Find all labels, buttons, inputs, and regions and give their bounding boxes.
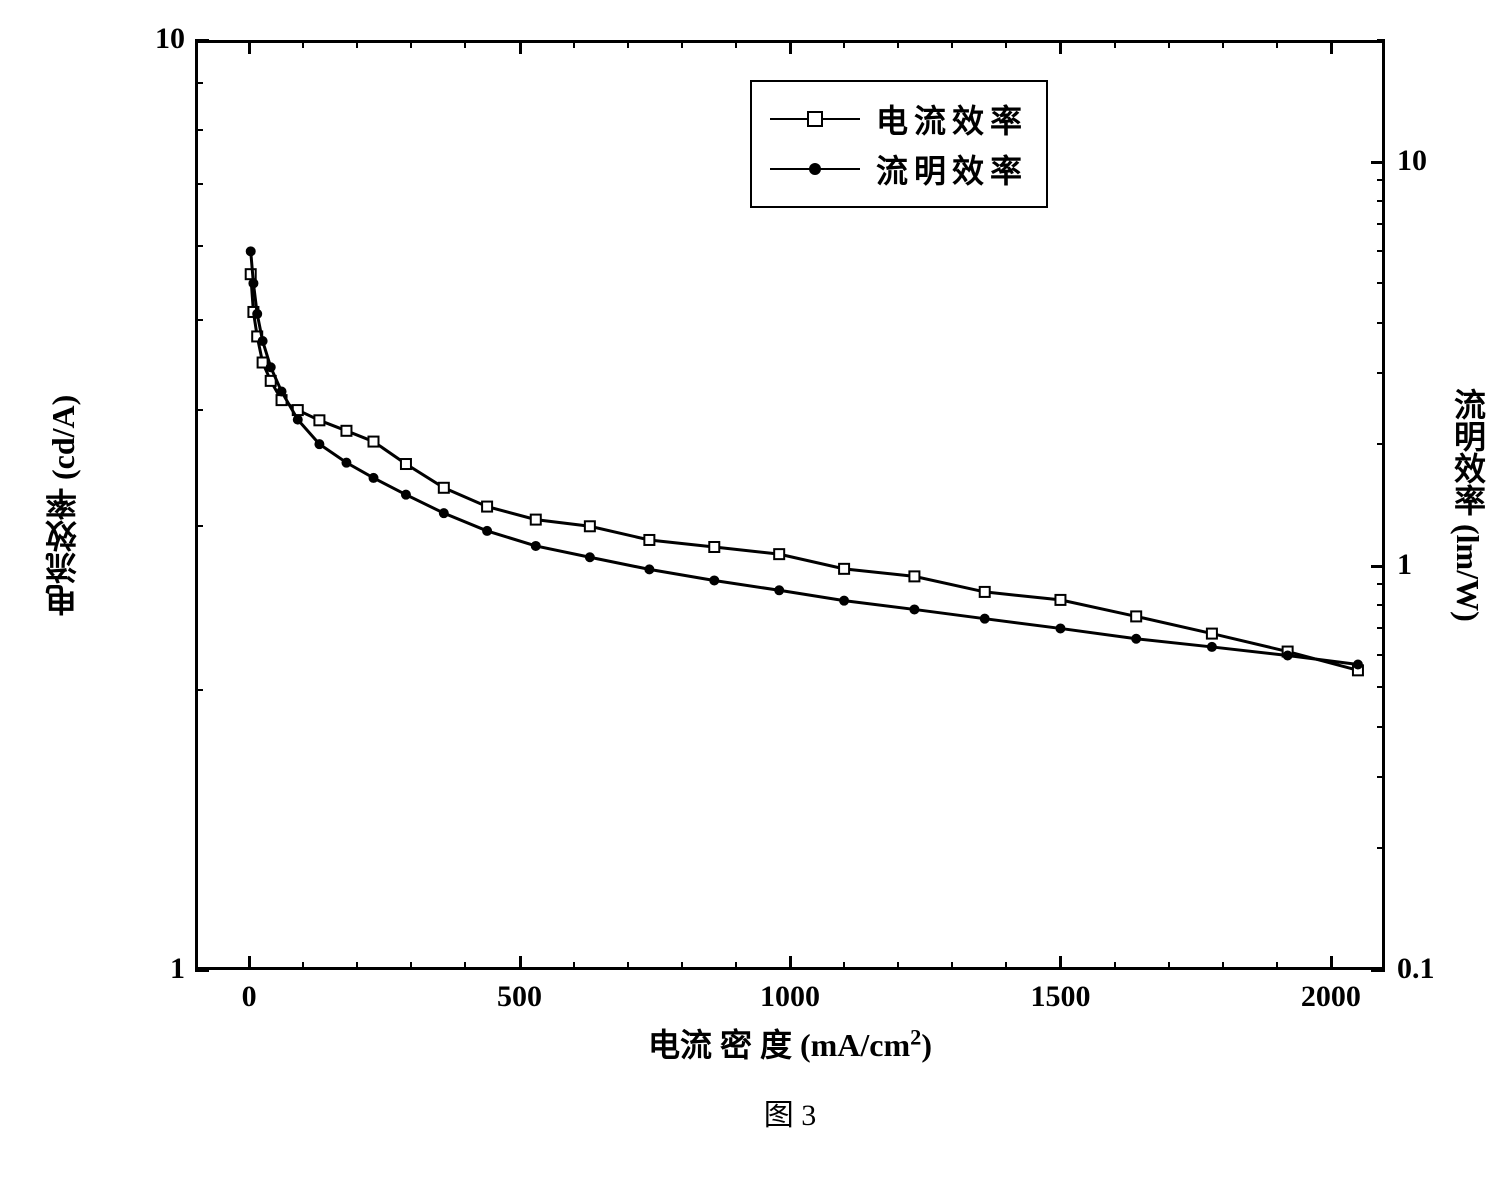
data-marker	[253, 309, 262, 318]
legend-item-current-eff: 电流效率	[770, 96, 1028, 142]
x-tick-label: 2000	[1281, 980, 1381, 1014]
data-marker	[1131, 611, 1141, 621]
data-marker	[1055, 595, 1065, 605]
series-line-流明效率	[251, 251, 1358, 664]
data-marker	[644, 535, 654, 545]
y-right-tick-label: 0.1	[1397, 952, 1467, 986]
data-marker	[585, 521, 595, 531]
data-marker	[531, 515, 541, 525]
data-marker	[266, 363, 275, 372]
data-marker	[840, 596, 849, 605]
data-marker	[775, 586, 784, 595]
y-right-tick-label: 1	[1397, 548, 1467, 582]
data-marker	[315, 440, 324, 449]
data-marker	[439, 509, 448, 518]
efficiency-chart: 电流效率 (cd/A) 流明效率 (lm/W) 电流 密 度 (mA/cm2) …	[20, 20, 1476, 1168]
data-marker	[645, 565, 654, 574]
data-marker	[774, 549, 784, 559]
data-marker	[293, 415, 302, 424]
data-marker	[277, 387, 286, 396]
series-line-电流效率	[251, 274, 1358, 670]
legend-label: 流明效率	[876, 146, 1028, 192]
legend-line-icon	[770, 118, 860, 120]
data-marker	[1207, 629, 1217, 639]
data-marker	[980, 587, 990, 597]
y-right-tick-label: 10	[1397, 144, 1467, 178]
x-tick-label: 1000	[740, 980, 840, 1014]
data-marker	[341, 426, 351, 436]
data-marker	[314, 415, 324, 425]
data-marker	[401, 459, 411, 469]
data-marker	[258, 336, 267, 345]
filled-circle-icon	[809, 163, 821, 175]
data-marker	[342, 458, 351, 467]
data-marker	[531, 541, 540, 550]
figure-caption: 图 3	[730, 1090, 850, 1134]
data-marker	[1056, 624, 1065, 633]
legend-label: 电流效率	[876, 96, 1028, 142]
data-marker	[483, 526, 492, 535]
data-marker	[910, 605, 919, 614]
data-marker	[710, 576, 719, 585]
open-square-icon	[807, 111, 823, 127]
y-left-tick-label: 1	[115, 952, 185, 986]
data-marker	[709, 542, 719, 552]
x-tick-label: 1500	[1010, 980, 1110, 1014]
y-left-tick-label: 10	[115, 22, 185, 56]
data-marker	[1207, 642, 1216, 651]
data-marker	[401, 490, 410, 499]
data-marker	[839, 564, 849, 574]
data-marker	[246, 247, 255, 256]
legend: 电流效率 流明效率	[750, 80, 1048, 208]
data-marker	[439, 483, 449, 493]
legend-line-icon	[770, 168, 860, 170]
x-tick-label: 500	[470, 980, 570, 1014]
data-marker	[1353, 660, 1362, 669]
data-marker	[585, 553, 594, 562]
x-tick-label: 0	[199, 980, 299, 1014]
data-marker	[980, 614, 989, 623]
data-marker	[482, 502, 492, 512]
data-marker	[1283, 651, 1292, 660]
data-marker	[909, 571, 919, 581]
legend-item-lumen-eff: 流明效率	[770, 146, 1028, 192]
data-marker	[369, 437, 379, 447]
x-axis-label: 电流 密 度 (mA/cm2)	[590, 1020, 990, 1066]
data-marker	[369, 473, 378, 482]
data-marker	[249, 279, 258, 288]
y-left-axis-label: 电流效率 (cd/A)	[40, 345, 86, 665]
y-right-axis-label: 流明效率 (lm/W)	[1445, 345, 1491, 665]
data-marker	[1132, 634, 1141, 643]
